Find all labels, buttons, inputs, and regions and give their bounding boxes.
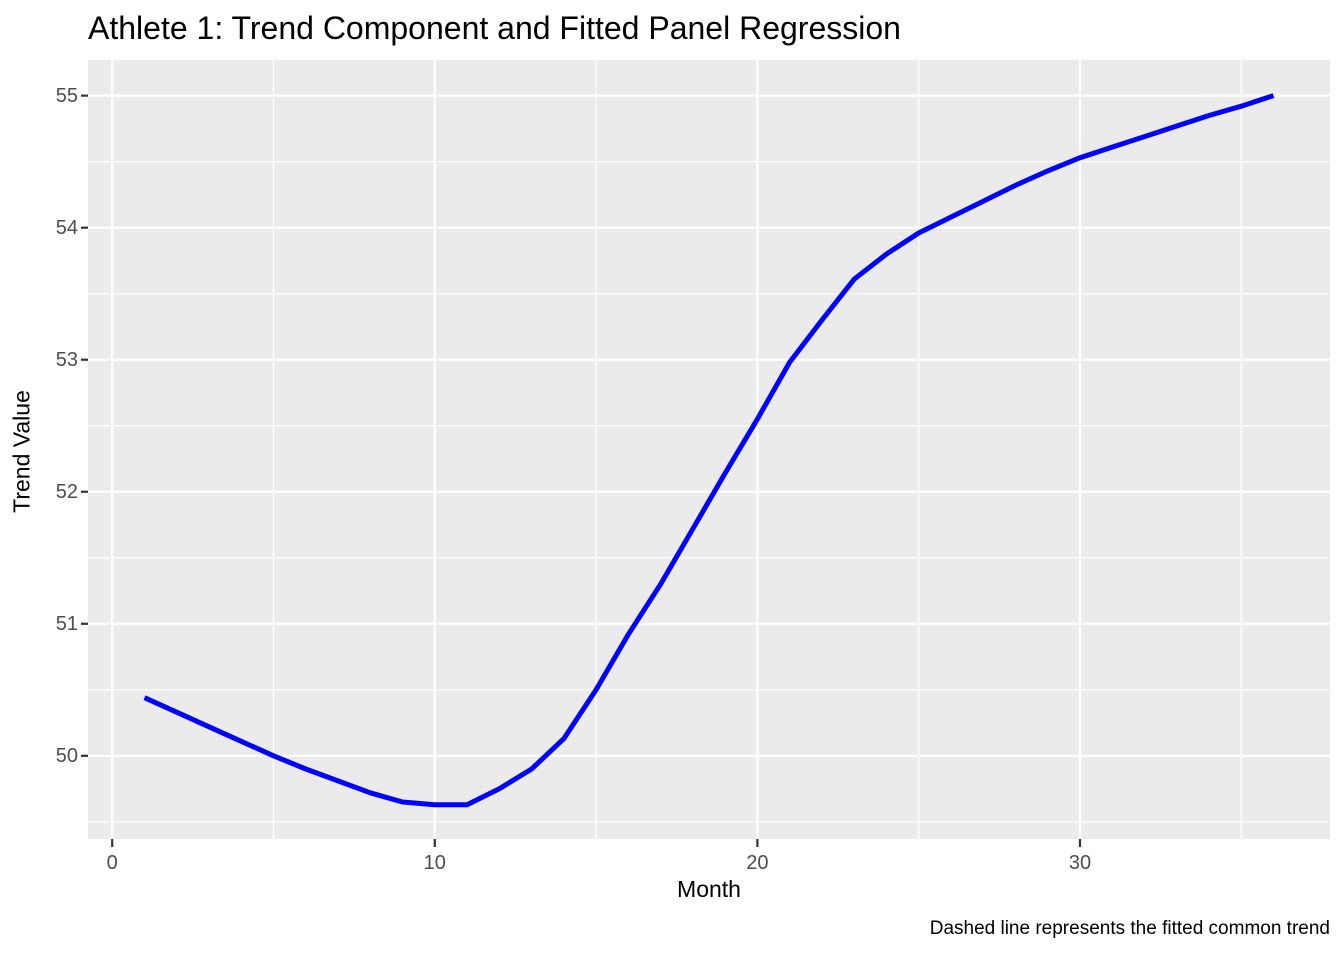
panel-background <box>88 60 1330 839</box>
y-axis-title: Trend Value <box>8 390 35 513</box>
x-tick-label: 0 <box>106 852 118 874</box>
x-tick-label: 20 <box>746 852 769 874</box>
y-tick-label: 53 <box>55 348 78 371</box>
plot-panel <box>81 60 1330 847</box>
x-tick-label: 10 <box>423 852 446 874</box>
x-axis-title: Month <box>677 876 741 902</box>
y-tick-label: 54 <box>55 216 78 239</box>
y-tick-label: 50 <box>55 744 78 767</box>
y-tick-label: 52 <box>55 480 78 503</box>
x-tick-label: 30 <box>1068 852 1092 874</box>
chart-caption: Dashed line represents the fitted common… <box>929 918 1330 939</box>
chart-title: Athlete 1: Trend Component and Fitted Pa… <box>88 10 901 46</box>
trend-line <box>143 93 1275 808</box>
y-tick-label: 51 <box>55 612 78 635</box>
y-tick-label: 55 <box>55 84 78 107</box>
